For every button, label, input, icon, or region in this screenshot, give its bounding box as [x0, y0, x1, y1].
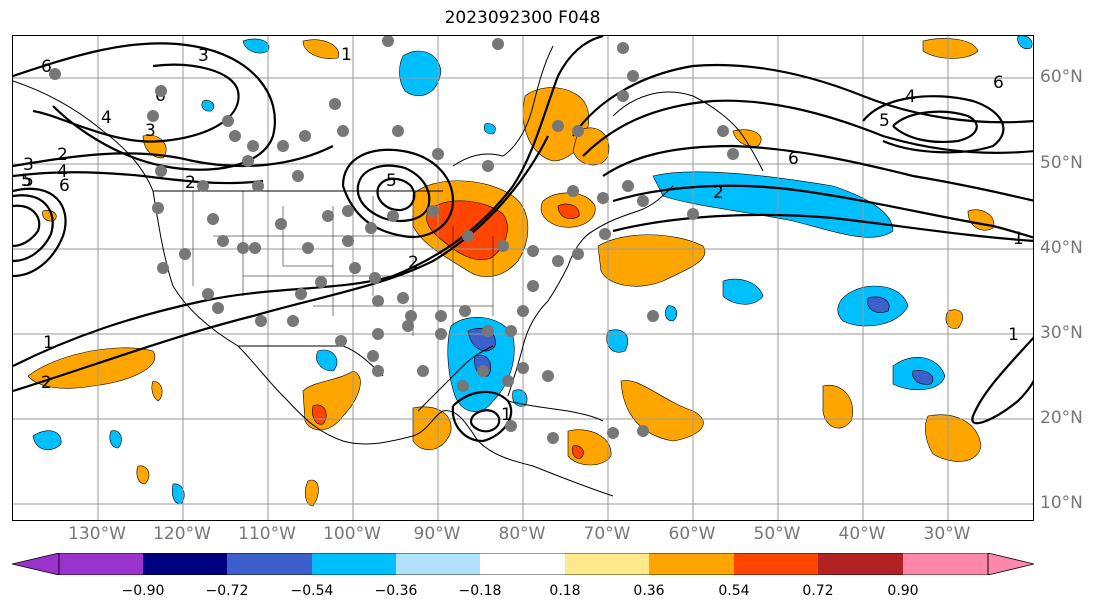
contour-label: 5 [23, 171, 34, 191]
lon-label: 30°W [923, 524, 971, 544]
colorbar-tick: 0.90 [887, 583, 919, 599]
colorbar-cell [480, 553, 565, 575]
contour-label: 1 [1008, 325, 1019, 345]
contour-label: 2 [57, 145, 68, 165]
colorbar-tick: −0.90 [121, 583, 165, 599]
lat-label: 40°N [1040, 238, 1083, 258]
lat-label: 50°N [1040, 153, 1083, 173]
contour-label: 1 [501, 405, 512, 425]
station-markers [49, 36, 739, 444]
contour-label: 6 [993, 73, 1004, 93]
contour-lines [13, 36, 1033, 443]
lon-label: 50°W [753, 524, 801, 544]
lon-label: 130°W [68, 524, 126, 544]
lon-label: 120°W [153, 524, 211, 544]
warm-anomaly-atlantic [597, 234, 706, 287]
colorbar-cell [227, 553, 312, 575]
colorbar-tick: 0.36 [633, 583, 665, 599]
lat-label: 10°N [1040, 493, 1083, 513]
contour-label: 3 [23, 155, 34, 175]
colorbar-cell [565, 553, 649, 575]
lon-label: 110°W [238, 524, 296, 544]
contour-label: 5 [21, 171, 32, 191]
warm-anomaly-mexico [302, 370, 361, 431]
colorbar-tick: −0.18 [458, 583, 502, 599]
contour-label: 2 [185, 173, 196, 193]
contour-label: 4 [905, 87, 916, 107]
lon-label: 40°W [838, 524, 886, 544]
colorbar-cell [903, 553, 988, 575]
map-canvas: 6 3 1 6 3 4 5 2 3 4 5 6 2 2 5 1 2 1 6 5 … [13, 36, 1033, 520]
contour-label: 3 [198, 46, 209, 66]
colorbar-extend-high [987, 553, 1034, 575]
colorbar-tick: 0.18 [549, 583, 581, 599]
colorbar-tick: 0.72 [802, 583, 834, 599]
colorbar-tick: −0.54 [290, 583, 334, 599]
contour-label: 6 [788, 149, 799, 169]
lon-label: 80°W [498, 524, 546, 544]
colorbar-cell [59, 553, 143, 575]
contour-label: 1 [341, 45, 352, 65]
map-panel: 6 3 1 6 3 4 5 2 3 4 5 6 2 2 5 1 2 1 6 5 … [12, 35, 1034, 521]
lat-label: 30°N [1040, 323, 1083, 343]
contour-label: 6 [59, 176, 70, 196]
contour-label: 2 [713, 183, 724, 203]
lat-label: 20°N [1040, 408, 1083, 428]
contour-label: 1 [1013, 229, 1024, 249]
lon-label: 90°W [413, 524, 461, 544]
contour-label: 4 [101, 108, 112, 128]
colorbar-cell [649, 553, 734, 575]
lat-label: 60°N [1040, 67, 1083, 87]
lon-label: 60°W [668, 524, 716, 544]
colorbar [12, 553, 1034, 575]
contour-label: 2 [41, 373, 52, 393]
contour-label: 3 [145, 121, 156, 141]
cold-anomaly-atlantic-band [652, 171, 894, 238]
contour-label: 2 [408, 253, 419, 273]
colorbar-tick: −0.36 [374, 583, 418, 599]
lon-label: 70°W [583, 524, 631, 544]
map-title: 2023092300 F048 [444, 8, 601, 28]
colorbar-cell [818, 553, 903, 575]
colorbar-cell [312, 553, 396, 575]
colorbar-tick: 0.54 [718, 583, 750, 599]
contour-label: 6 [41, 57, 52, 77]
colorbar-tick: −0.72 [205, 583, 249, 599]
colorbar-extend-low [12, 553, 60, 575]
lon-label: 100°W [323, 524, 381, 544]
colorbar-cell [396, 553, 480, 575]
lat-lon-grid [13, 36, 1033, 520]
colorbar-cell [734, 553, 818, 575]
contour-label: 4 [57, 162, 68, 182]
contour-label: 5 [386, 171, 397, 191]
contour-label: 5 [879, 111, 890, 131]
colorbar-cell [143, 553, 227, 575]
contour-label: 1 [43, 333, 54, 353]
